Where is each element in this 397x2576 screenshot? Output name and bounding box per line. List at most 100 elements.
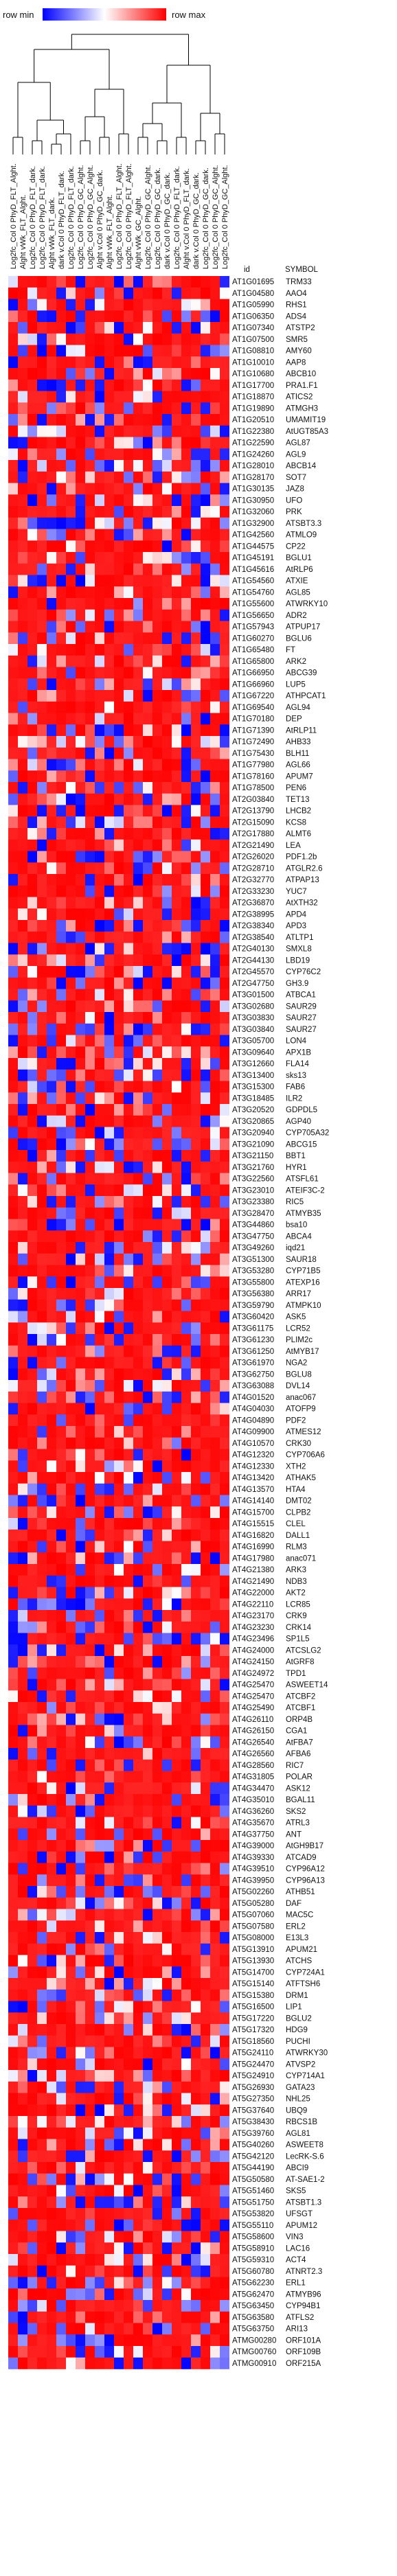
- heatmap-cell: [133, 1000, 143, 1013]
- heatmap-cell: [104, 1909, 114, 1921]
- heatmap-cell: [210, 2242, 220, 2255]
- heatmap-cell: [201, 310, 210, 323]
- row-symbol-label: FT: [286, 646, 295, 654]
- heatmap-cell: [8, 828, 18, 840]
- heatmap-cell: [27, 1805, 37, 1817]
- row-symbol-label: MAC5C: [286, 1911, 313, 1920]
- heatmap-cell: [220, 1334, 229, 1346]
- heatmap-cell: [172, 1909, 181, 1921]
- heatmap-cell: [95, 1035, 104, 1047]
- heatmap-cell: [133, 1989, 143, 2001]
- heatmap-cell: [47, 713, 56, 725]
- heatmap-cell: [66, 1265, 76, 1277]
- heatmap-cell: [27, 1690, 37, 1703]
- heatmap-cell: [201, 299, 210, 311]
- heatmap-cell: [191, 2001, 201, 2013]
- heatmap-cell: [66, 920, 76, 932]
- heatmap-cell: [181, 713, 191, 725]
- heatmap-cell: [133, 793, 143, 805]
- heatmap-cell: [143, 1265, 152, 1277]
- heatmap-cell: [124, 1713, 133, 1725]
- heatmap-cell: [133, 1863, 143, 1875]
- heatmap-cell: [210, 1851, 220, 1863]
- heatmap-cell: [191, 1932, 201, 1944]
- heatmap-cell: [56, 563, 66, 575]
- heatmap-cell: [152, 2311, 162, 2323]
- heatmap-cell: [191, 1575, 201, 1587]
- heatmap-cell: [95, 2081, 104, 2093]
- heatmap-cell: [76, 2012, 85, 2025]
- heatmap-cell: [162, 1736, 172, 1749]
- heatmap-cell: [37, 2093, 47, 2105]
- heatmap-cell: [124, 908, 133, 921]
- row-symbol-label: AtGH9B17: [286, 1842, 324, 1850]
- heatmap-cell: [104, 1426, 114, 1438]
- heatmap-cell: [114, 1667, 124, 1679]
- heatmap-cell: [152, 1403, 162, 1415]
- heatmap-cell: [181, 2104, 191, 2117]
- heatmap-cell: [201, 931, 210, 943]
- heatmap-cell: [18, 1127, 27, 1139]
- heatmap-cell: [114, 609, 124, 621]
- heatmap-cell: [95, 632, 104, 645]
- row-symbol-label: AtUGT85A3: [286, 428, 328, 436]
- heatmap-cell: [181, 655, 191, 667]
- heatmap-cell: [143, 586, 152, 599]
- heatmap-cell: [85, 1897, 95, 1909]
- heatmap-cell: [27, 1207, 37, 1219]
- heatmap-cell: [201, 2035, 210, 2047]
- heatmap-cell: [162, 678, 172, 691]
- heatmap-cell: [201, 1334, 210, 1346]
- heatmap-cell: [220, 1748, 229, 1760]
- heatmap-cell: [162, 770, 172, 783]
- heatmap-cell: [172, 2024, 181, 2036]
- heatmap-cell: [210, 506, 220, 518]
- heatmap-cell: [201, 1759, 210, 1771]
- heatmap-cell: [8, 540, 18, 553]
- heatmap-cell: [76, 1035, 85, 1047]
- heatmap-cell: [124, 2311, 133, 2323]
- heatmap-cell: [66, 1288, 76, 1300]
- heatmap-cell: [191, 1828, 201, 1841]
- heatmap-cell: [124, 943, 133, 955]
- heatmap-cell: [47, 966, 56, 978]
- heatmap-cell: [210, 2231, 220, 2243]
- heatmap-cell: [162, 1932, 172, 1944]
- heatmap-cell: [104, 1886, 114, 1898]
- heatmap-cell: [220, 1414, 229, 1427]
- heatmap-cell: [76, 552, 85, 564]
- heatmap-cell: [56, 690, 66, 702]
- heatmap-cell: [162, 724, 172, 737]
- heatmap-cell: [27, 2254, 37, 2266]
- heatmap-cell: [220, 1368, 229, 1381]
- heatmap-cell: [66, 782, 76, 794]
- heatmap-cell: [8, 2311, 18, 2323]
- heatmap-cell: [220, 793, 229, 805]
- row-symbol-label: PRA1.F1: [286, 382, 318, 390]
- heatmap-cell: [56, 2334, 66, 2347]
- heatmap-cell: [8, 1667, 18, 1679]
- heatmap-cell: [85, 2127, 95, 2139]
- heatmap-cell: [220, 2058, 229, 2071]
- heatmap-cell: [85, 2208, 95, 2220]
- heatmap-cell: [95, 1334, 104, 1346]
- heatmap-cell: [76, 368, 85, 380]
- heatmap-cell: [143, 552, 152, 564]
- heatmap-cell: [47, 1391, 56, 1403]
- heatmap-cell: [191, 425, 201, 437]
- heatmap-cell: [124, 391, 133, 403]
- heatmap-cell: [66, 1403, 76, 1415]
- heatmap-cell: [152, 529, 162, 541]
- heatmap-cell: [162, 1886, 172, 1898]
- heatmap-cell: [114, 471, 124, 483]
- heatmap-cell: [114, 2323, 124, 2335]
- heatmap-cell: [181, 1127, 191, 1139]
- heatmap-cell: [76, 1690, 85, 1703]
- row-symbol-label: SAUR29: [286, 1002, 317, 1011]
- heatmap-cell: [191, 609, 201, 621]
- heatmap-cell: [66, 1449, 76, 1461]
- heatmap-cell: [124, 2277, 133, 2289]
- heatmap-cell: [27, 621, 37, 633]
- heatmap-cell: [47, 1978, 56, 1990]
- heatmap-cell: [37, 1759, 47, 1771]
